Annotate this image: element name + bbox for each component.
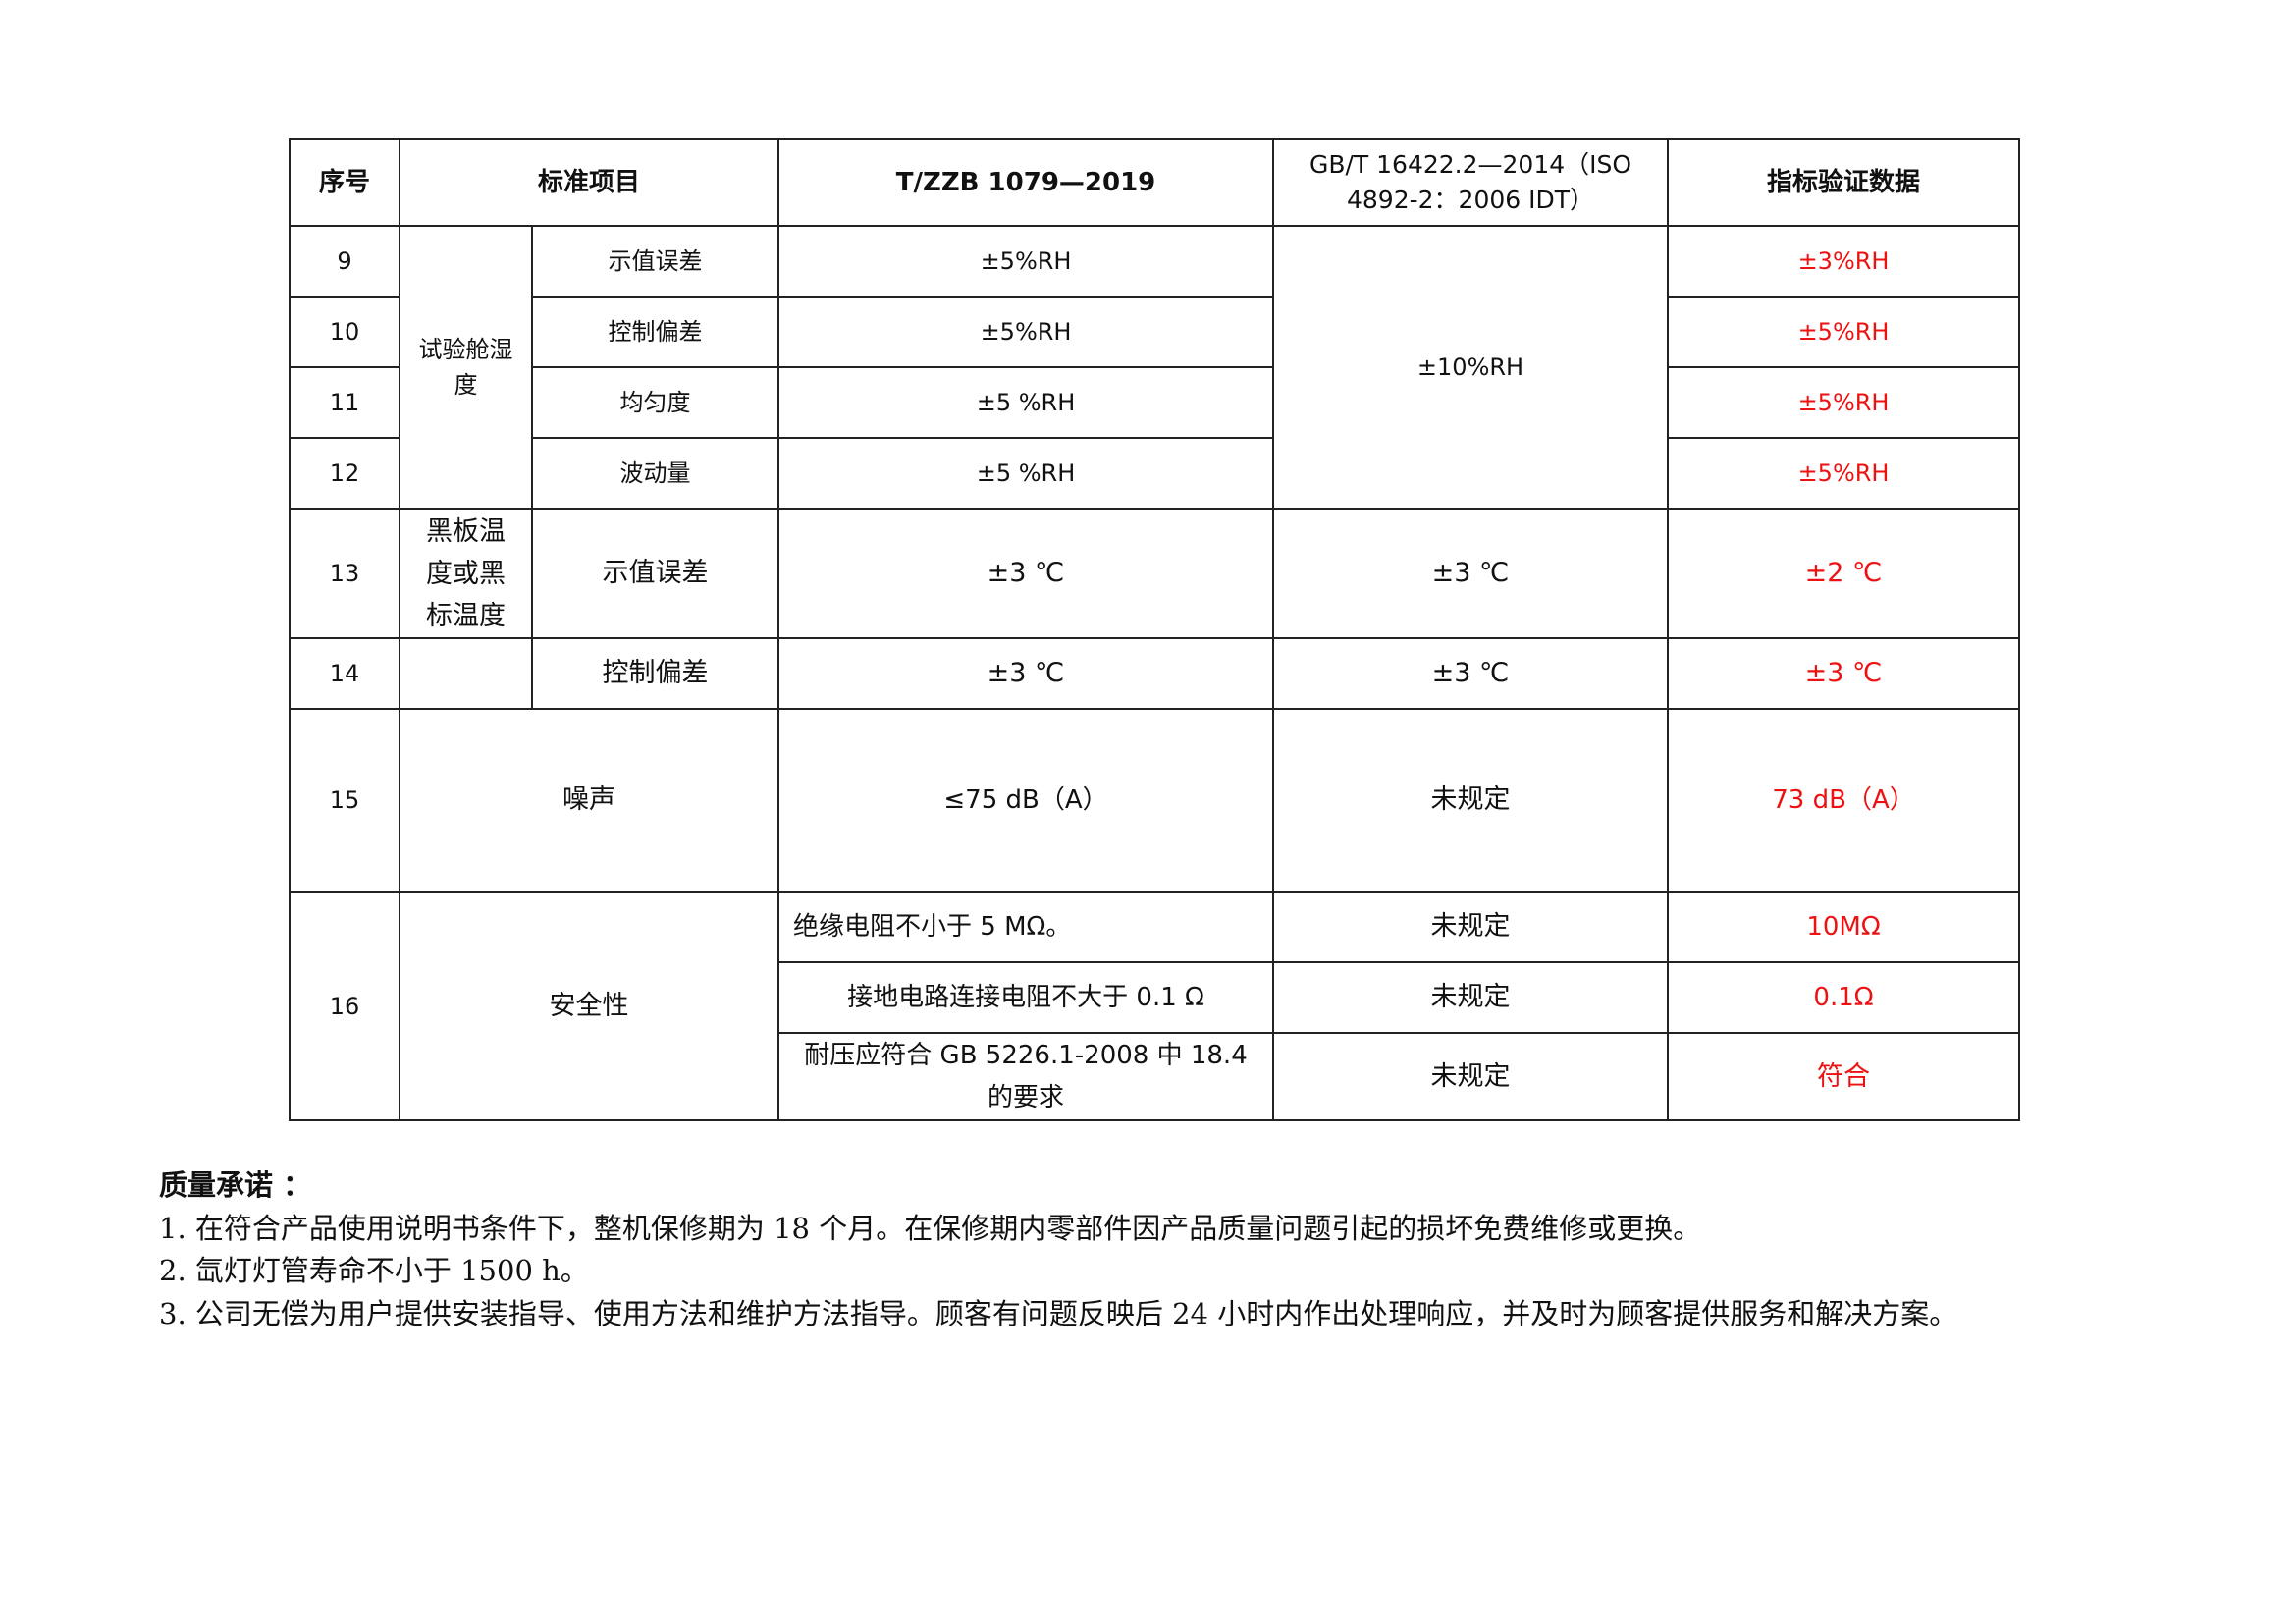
row-no: 15 [289, 708, 400, 893]
row-no: 10 [289, 296, 400, 368]
row-verify: ±5%RH [1667, 437, 2021, 510]
row-tzzb: ±5 %RH [777, 437, 1275, 510]
table-row: 10 控制偏差 ±5%RH ±5%RH [289, 296, 2021, 368]
row-verify: 0.1Ω [1667, 961, 2021, 1034]
row-gbt: 未规定 [1272, 891, 1670, 963]
table-row: 15 噪声 ≤75 dB（A） 未规定 73 dB（A） [289, 708, 2021, 893]
table-row: 接地电路连接电阻不大于 0.1 Ω 未规定 0.1Ω [290, 961, 2021, 1034]
row-item: 控制偏差 [530, 637, 780, 710]
row-no: 16 [289, 891, 400, 1121]
row-item: 控制偏差 [530, 296, 780, 368]
group-blackpanel: 黑板温度或黑标温度 [399, 508, 533, 639]
row-verify: 10MΩ [1667, 891, 2021, 963]
group-safety: 安全性 [398, 891, 780, 1121]
notes-title: 质量承诺 ： [159, 1168, 312, 1202]
table-row: 耐压应符合 GB 5226.1-2008 中 18.4 的要求 未规定 符合 [290, 1032, 2021, 1121]
note-item: 2. 氙灯灯管寿命不小于 1500 h。 [159, 1254, 589, 1287]
row-gbt: 未规定 [1272, 1032, 1670, 1121]
row-tzzb: ±5%RH [777, 296, 1275, 368]
row-verify: ±5%RH [1667, 366, 2021, 439]
header-verify: 指标验证数据 [1667, 138, 2021, 227]
row-gbt: ±3 ℃ [1272, 637, 1670, 710]
empty-cell [399, 637, 533, 710]
table-row: 11 均匀度 ±5 %RH ±5%RH [289, 366, 2021, 439]
row-gbt: 未规定 [1272, 708, 1670, 893]
header-tzzb: T/ZZB 1079—2019 [777, 138, 1275, 227]
row-item: 示值误差 [530, 508, 780, 639]
row-tzzb: ±3 ℃ [777, 508, 1275, 639]
header-item: 标准项目 [398, 138, 780, 227]
row-gbt: ±3 ℃ [1272, 508, 1670, 639]
row-item: 示值误差 [530, 225, 780, 298]
row-tzzb: ±3 ℃ [777, 637, 1275, 710]
row-no: 9 [289, 225, 400, 298]
note-item: 3. 公司无偿为用户提供安装指导、使用方法和维护方法指导。顾客有问题反映后 24… [159, 1296, 1958, 1330]
spec-table: 序号 标准项目 T/ZZB 1079—2019 GB/T 16422.2—201… [289, 138, 2021, 1121]
row-verify: 符合 [1667, 1032, 2021, 1121]
table-row: 12 波动量 ±5 %RH ±5%RH [289, 437, 2021, 510]
table-row: 14 控制偏差 ±3 ℃ ±3 ℃ ±3 ℃ [289, 637, 2021, 710]
header-gbt: GB/T 16422.2—2014（ISO 4892-2：2006 IDT） [1272, 138, 1670, 227]
row-verify: ±3 ℃ [1667, 637, 2021, 710]
row-tzzb: ±5%RH [777, 225, 1275, 298]
row-verify: ±2 ℃ [1667, 508, 2021, 639]
header-row: 序号 标准项目 T/ZZB 1079—2019 GB/T 16422.2—201… [289, 138, 2021, 227]
row-tzzb: ≤75 dB（A） [777, 708, 1275, 893]
table-row: 16 安全性 绝缘电阻不小于 5 MΩ。 未规定 10MΩ [289, 891, 2021, 1121]
row-tzzb: 接地电路连接电阻不大于 0.1 Ω [777, 961, 1275, 1034]
table-row: 9 试验舱湿度 示值误差 ±5%RH ±10%RH ±3%RH [289, 225, 2021, 510]
row-no: 11 [289, 366, 400, 439]
note-item: 1. 在符合产品使用说明书条件下，整机保修期为 18 个月。在保修期内零部件因产… [159, 1211, 1702, 1245]
row-no: 14 [289, 637, 400, 710]
row-tzzb: 绝缘电阻不小于 5 MΩ。 [777, 891, 1275, 963]
quality-commitment: 质量承诺 ： 1. 在符合产品使用说明书条件下，整机保修期为 18 个月。在保修… [159, 1164, 2181, 1335]
row-gbt: 未规定 [1272, 961, 1670, 1034]
row-verify: 73 dB（A） [1667, 708, 2021, 893]
row-no: 12 [289, 437, 400, 510]
row-tzzb: 耐压应符合 GB 5226.1-2008 中 18.4 的要求 [777, 1032, 1275, 1121]
header-no: 序号 [289, 138, 400, 227]
table-row: 13 黑板温度或黑标温度 示值误差 ±3 ℃ ±3 ℃ ±2 ℃ [289, 508, 2021, 639]
row-tzzb: ±5 %RH [777, 366, 1275, 439]
row-item: 波动量 [530, 437, 780, 510]
row-item: 均匀度 [530, 366, 780, 439]
group-humidity: 试验舱湿度 [399, 225, 533, 510]
row-gbt: ±10%RH [1272, 225, 1670, 510]
group-noise: 噪声 [398, 708, 780, 893]
row-verify: ±5%RH [1667, 296, 2021, 368]
row-no: 13 [289, 508, 400, 639]
row-verify: ±3%RH [1667, 225, 2021, 298]
